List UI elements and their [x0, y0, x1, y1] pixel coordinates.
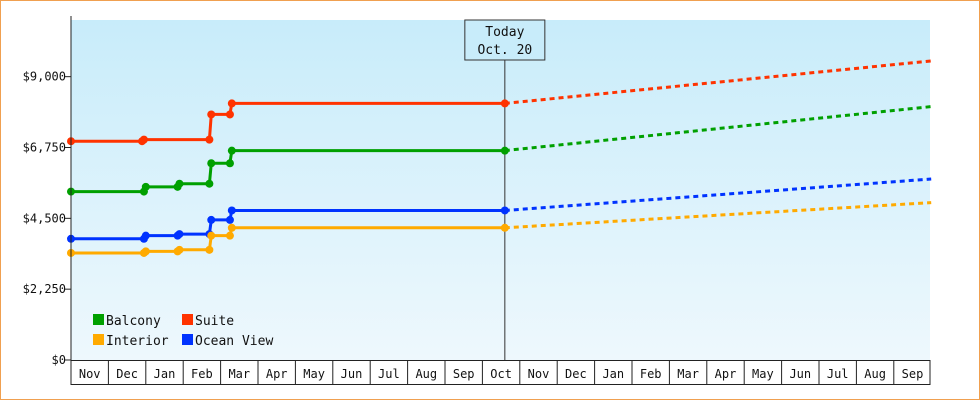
- y-tick-label: $4,500: [23, 211, 66, 225]
- data-point-suite: [225, 110, 234, 119]
- y-tick-label: $6,750: [23, 141, 66, 155]
- x-tick-label: Dec: [565, 367, 587, 381]
- x-tick-label: Apr: [266, 367, 288, 381]
- today-label: Today: [485, 25, 524, 40]
- x-tick-label: May: [303, 367, 325, 381]
- x-tick-label: Jun: [789, 367, 811, 381]
- x-tick-label: Mar: [228, 367, 250, 381]
- data-point-suite: [207, 110, 216, 119]
- series-projection-interior: [504, 201, 932, 230]
- y-axis-labels: $0 $2,250 $4,500 $6,750 $9,000: [23, 70, 66, 367]
- data-point-suite: [139, 135, 148, 144]
- today-box: [464, 19, 546, 61]
- y-tick-label: $9,000: [23, 70, 66, 84]
- data-point-balcony: [207, 159, 216, 168]
- x-tick-label: Aug: [415, 367, 437, 381]
- data-point-ocean-view: [500, 206, 509, 215]
- data-point-balcony: [225, 159, 234, 168]
- legend-swatch: [182, 334, 193, 345]
- data-point-interior: [207, 231, 216, 240]
- x-tick-label: Oct: [490, 367, 512, 381]
- data-point-suite: [500, 99, 509, 108]
- legend-swatch: [93, 334, 104, 345]
- legend-swatch: [93, 314, 104, 325]
- series-lines: [67, 59, 932, 257]
- y-tick-label: $0: [52, 353, 66, 367]
- data-point-ocean-view: [175, 230, 184, 239]
- x-tick-label: Nov: [79, 367, 101, 381]
- data-point-suite: [227, 99, 236, 108]
- data-point-ocean-view: [207, 215, 216, 224]
- data-point-interior: [141, 247, 150, 256]
- data-point-interior: [205, 245, 214, 254]
- x-tick-label: Jan: [602, 367, 624, 381]
- legend-label: Suite: [195, 314, 234, 329]
- y-axis-ticks: [65, 76, 71, 361]
- x-tick-label: Feb: [640, 367, 662, 381]
- x-tick-label: Apr: [715, 367, 737, 381]
- data-point-balcony: [205, 179, 214, 188]
- x-tick-label: Jun: [341, 367, 363, 381]
- x-tick-label: Sep: [902, 367, 924, 381]
- x-tick-label: May: [752, 367, 774, 381]
- x-tick-label: Jul: [378, 367, 400, 381]
- legend-label: Interior: [106, 334, 169, 349]
- data-point-balcony: [227, 146, 236, 155]
- x-axis: Nov Dec Jan Feb Mar Apr May Jun Jul Aug Sep Oct Nov D…: [70, 360, 931, 385]
- data-point-suite: [205, 135, 214, 144]
- legend: Balcony Suite Interior Ocean View: [93, 314, 273, 349]
- data-point-ocean-view: [141, 231, 150, 240]
- y-tick-label: $2,250: [23, 282, 66, 296]
- data-point-ocean-view: [227, 206, 236, 215]
- data-point-interior: [225, 231, 234, 240]
- data-point-balcony: [141, 182, 150, 191]
- x-tick-label: Aug: [864, 367, 886, 381]
- x-tick-label: Jul: [827, 367, 849, 381]
- legend-label: Balcony: [106, 314, 161, 329]
- x-tick-label: Nov: [528, 367, 550, 381]
- data-point-balcony: [500, 146, 509, 155]
- legend-label: Ocean View: [195, 334, 273, 349]
- legend-swatch: [182, 314, 193, 325]
- data-point-interior: [227, 223, 236, 232]
- x-tick-label: Sep: [453, 367, 475, 381]
- data-point-balcony: [175, 179, 184, 188]
- data-point-ocean-view: [225, 215, 234, 224]
- x-tick-label: Dec: [116, 367, 138, 381]
- x-tick-label: Feb: [191, 367, 213, 381]
- data-point-interior: [500, 223, 509, 232]
- x-tick-label: Mar: [677, 367, 699, 381]
- today-date: Oct. 20: [477, 43, 532, 58]
- data-point-interior: [175, 245, 184, 254]
- x-tick-label: Jan: [154, 367, 176, 381]
